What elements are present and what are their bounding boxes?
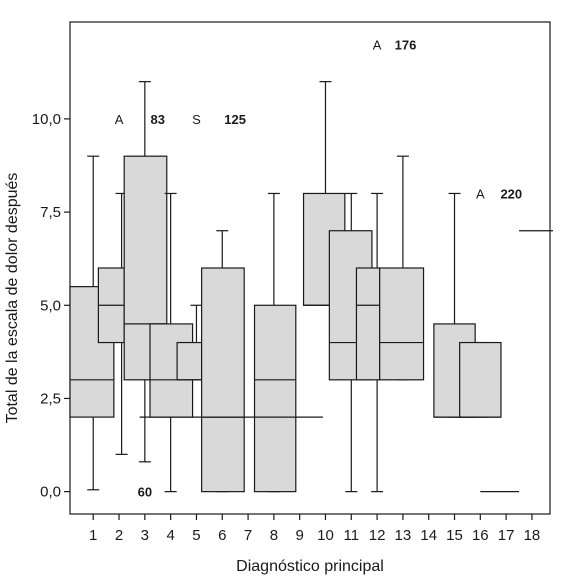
outlier-labels-layer: A 83 S 125 A 176 A 220 60: [115, 37, 522, 499]
outlier-case-number: 125: [224, 112, 246, 127]
y-tick-label: 7,5: [40, 204, 61, 221]
x-tick-label: 15: [446, 527, 463, 544]
box-rect: [379, 267, 425, 381]
x-tick-label: 16: [472, 527, 489, 544]
x-tick-label: 9: [296, 527, 304, 544]
x-tick-label: 4: [166, 527, 174, 544]
box-rect: [355, 267, 381, 381]
box-13: [459, 341, 502, 418]
box-6: [201, 230, 245, 493]
y-tick-label: 2,5: [40, 390, 61, 407]
x-tick-label: 5: [192, 527, 200, 544]
x-tick-label: 8: [270, 527, 278, 544]
x-tick-label: 13: [395, 527, 412, 544]
box-rect: [253, 304, 297, 493]
box-rect: [176, 341, 203, 381]
outlier-case-number: 83: [151, 112, 165, 127]
plot-frame: [69, 21, 551, 515]
boxes-layer: [69, 81, 502, 493]
box-rect: [459, 341, 502, 418]
box-11: [379, 155, 425, 381]
x-axis-title: Diagnóstico principal: [236, 558, 384, 575]
box-7: [253, 192, 297, 493]
x-tick-label: 14: [420, 527, 437, 544]
x-tick-label: 11: [344, 527, 360, 544]
flat-lines-layer: [139, 230, 553, 493]
x-tick-label: 3: [141, 527, 149, 544]
outlier-letter: S: [192, 112, 201, 127]
box-5: [176, 304, 203, 381]
box-rect: [201, 267, 245, 493]
outlier-case-number: 60: [138, 485, 152, 500]
y-tick-label: 5,0: [40, 297, 61, 314]
x-tick-label: 17: [498, 527, 515, 544]
x-tick-label: 12: [369, 527, 386, 544]
outlier-letter: A: [476, 186, 485, 201]
x-tick-label: 2: [115, 527, 123, 544]
x-tick-label: 18: [524, 527, 541, 544]
box-4: [149, 192, 194, 493]
outlier-letter: A: [115, 112, 124, 127]
y-axis: 0,0 2,5 5,0 7,5 10,0: [32, 111, 70, 501]
box-1: [69, 155, 115, 491]
x-tick-label: 1: [89, 527, 97, 544]
y-tick-label: 0,0: [40, 484, 61, 501]
outlier-case-number: 220: [500, 186, 522, 201]
x-tick-label: 10: [317, 527, 334, 544]
outlier-case-number: 176: [395, 37, 417, 52]
y-axis-title: Total de la escala de dolor después: [4, 173, 21, 424]
y-tick-label: 10,0: [32, 111, 61, 128]
x-tick-label: 7: [244, 527, 252, 544]
outlier-letter: A: [373, 37, 382, 52]
x-tick-label: 6: [218, 527, 226, 544]
x-axis: 1 2 3 4 5 6 7 8 9 10 11 12 13 14 15 16 17 18: [89, 514, 540, 544]
box-2: [97, 192, 128, 455]
